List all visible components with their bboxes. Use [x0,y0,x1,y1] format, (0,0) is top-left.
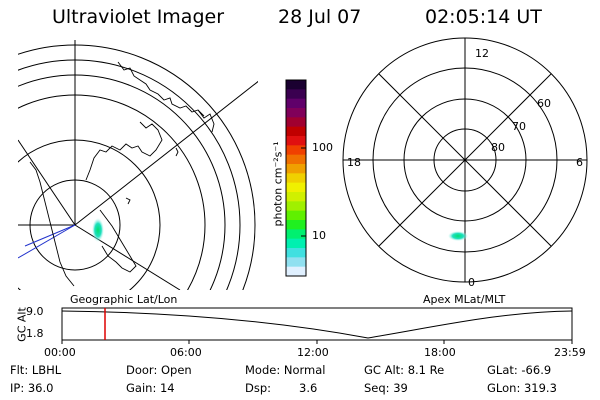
gc-alt-readout: GC Alt: 8.1 Re [364,363,445,377]
colorbar-band [286,154,306,165]
mlat-label-60: 60 [537,97,551,110]
altitude-ytick-1-8: 1.8 [26,327,44,340]
colorbar-band [286,182,306,193]
altitude-plot [61,307,573,344]
mlt-label-18: 18 [347,156,361,169]
xtick-1200: 12:00 [297,346,329,359]
polar-aurora-spot [448,231,468,241]
colorbar-band [286,257,306,268]
date-label: 28 Jul 07 [278,6,362,28]
dsp-value: 3.6 [299,381,318,395]
instrument-title: Ultraviolet Imager [52,6,225,28]
colorbar-band [286,192,306,202]
xtick-1800: 18:00 [424,346,456,359]
colorbar-band [286,108,306,118]
colorbar-band [286,238,306,249]
geo-panel-label: Geographic Lat/Lon [70,293,178,306]
colorbar-band [286,201,306,212]
colorbar-band [286,220,306,230]
xtick-0600: 06:00 [170,346,202,359]
colorbar-band [286,229,306,240]
geographic-map [18,40,258,290]
mlt-label-0: 0 [468,276,475,289]
colorbar-band [286,210,306,221]
glat-readout: GLat: -66.9 [487,363,552,377]
colorbar-band [286,145,306,156]
colorbar-tick-100: 100 [312,141,333,154]
seq-readout: Seq: 39 [364,381,408,395]
filter-readout: Flt: LBHL [10,363,62,377]
colorbar-tick-10: 10 [312,229,326,242]
colorbar-unit-label: photon cm⁻²s⁻¹ [271,141,285,227]
mlat-label-70: 70 [512,120,526,133]
colorbar-band [286,173,306,184]
colorbar-band [286,117,306,128]
colorbar-band [286,136,306,146]
xtick-2359: 23:59 [554,346,586,359]
colorbar-band [286,126,306,137]
ip-readout: IP: 36.0 [10,381,54,395]
time-label: 02:05:14 UT [425,6,542,28]
polar-panel-label: Apex MLat/MLT [423,293,506,306]
colorbar-band [286,89,306,100]
colorbar-band [286,164,306,174]
polar-grid [342,37,588,283]
gain-readout: Gain: 14 [126,381,175,395]
door-readout: Door: Open [126,363,192,377]
mlt-label-6: 6 [576,156,583,169]
dsp-label: Dsp: [245,381,272,395]
mlat-label-80: 80 [491,141,505,154]
colorbar-band [286,80,306,90]
geo-aurora-spot [92,218,104,242]
mlt-label-12: 12 [475,47,489,60]
xtick-0000: 00:00 [44,346,76,359]
colorbar-band [286,248,306,258]
mode-readout: Mode: Normal [245,363,326,377]
altitude-ytick-9: 9.0 [26,305,44,318]
colorbar-band [286,266,306,277]
glon-readout: GLon: 319.3 [487,381,557,395]
colorbar-band [286,98,306,109]
colorbar [285,79,307,277]
